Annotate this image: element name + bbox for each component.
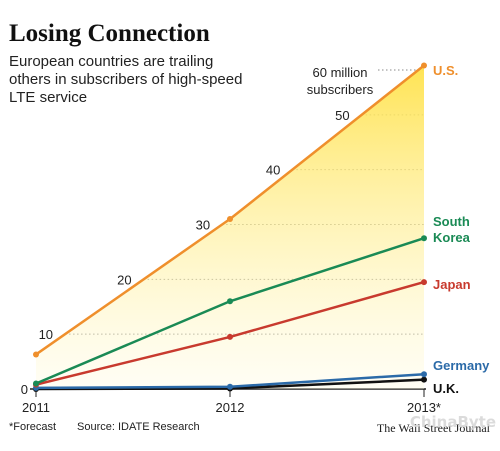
series-label-u-s: U.S. <box>433 63 458 78</box>
point-u-k-2 <box>421 376 427 383</box>
point-germany-2 <box>421 371 427 378</box>
y-tick-label-4: 40 <box>266 163 280 178</box>
x-tick-label-1: 2012 <box>216 400 245 415</box>
point-south-korea-2 <box>421 235 427 242</box>
us-area-fill <box>36 65 424 389</box>
y-tick-label-3: 30 <box>196 218 210 233</box>
series-label-japan: Japan <box>433 277 471 292</box>
series-label-germany: Germany <box>433 358 490 373</box>
unit-label-line2: subscribers <box>307 82 374 97</box>
y-tick-label-0: 0 <box>21 382 28 397</box>
point-japan-2 <box>421 279 427 286</box>
point-u-s-1 <box>227 216 233 223</box>
chart-title: Losing Connection <box>9 20 210 47</box>
point-south-korea-1 <box>227 298 233 305</box>
y-tick-label-1: 10 <box>39 327 53 342</box>
point-u-s-0 <box>33 351 39 358</box>
series-label-south-korea: South Korea <box>433 214 471 245</box>
series-label-u-k: U.K. <box>433 381 459 396</box>
point-japan-1 <box>227 333 233 340</box>
x-tick-label-2: 2013* <box>407 400 441 415</box>
x-tick-label-0: 2011 <box>22 400 50 415</box>
credit: The Wall Street Journal <box>376 421 490 435</box>
point-u-s-2 <box>421 62 427 69</box>
y-tick-label-5: 50 <box>335 108 349 123</box>
forecast-note: *Forecast <box>9 421 57 433</box>
point-germany-1 <box>227 383 233 390</box>
point-south-korea-0 <box>33 380 39 387</box>
watermark: ChinaByte <box>409 413 496 431</box>
unit-label-line1: 60 million <box>313 65 368 80</box>
y-tick-label-2: 20 <box>117 272 131 287</box>
source-note: Source: IDATE Research <box>77 421 200 433</box>
chart-subtitle: European countries are trailing others i… <box>9 53 243 106</box>
